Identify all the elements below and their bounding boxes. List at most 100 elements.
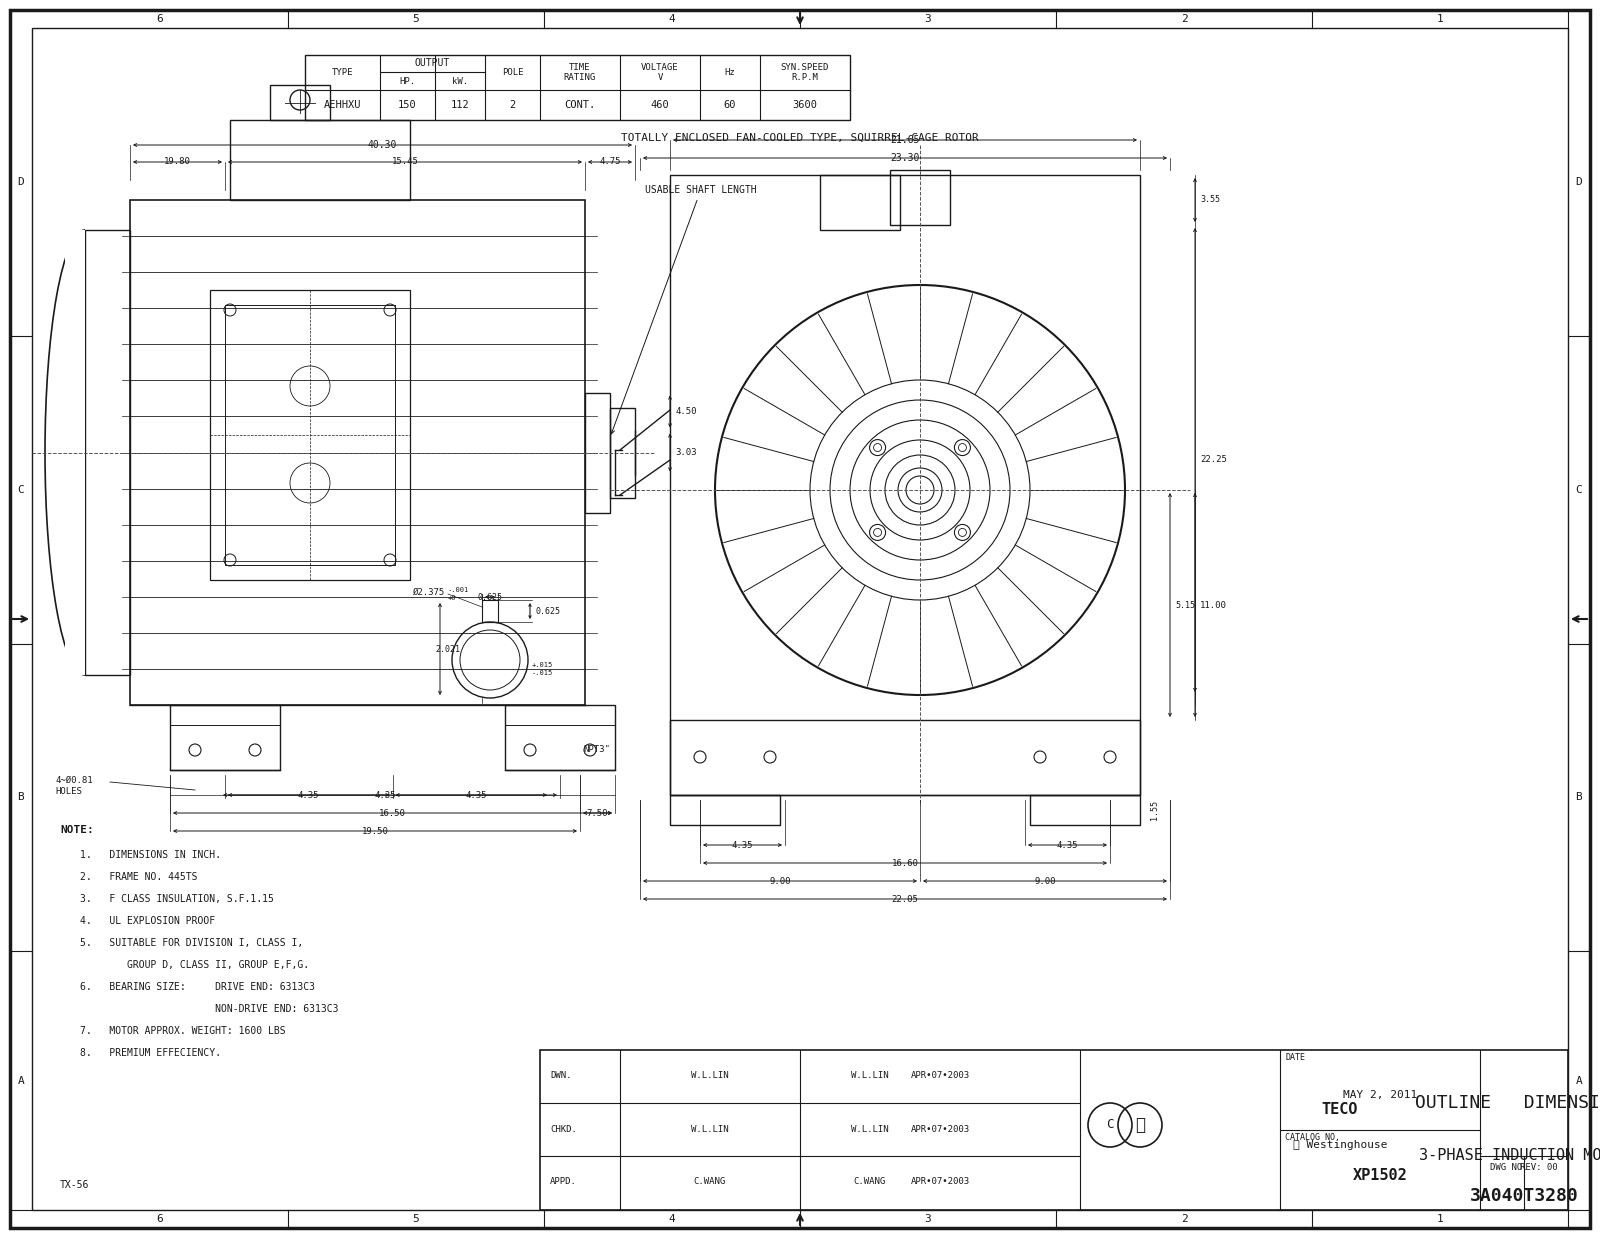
Text: APR•07•2003: APR•07•2003 — [910, 1124, 970, 1133]
Text: 3.03: 3.03 — [675, 448, 696, 456]
Text: 22.05: 22.05 — [891, 894, 918, 903]
Text: 3600: 3600 — [792, 100, 818, 110]
Text: DWN.: DWN. — [550, 1071, 571, 1080]
Text: Ø2.375: Ø2.375 — [413, 588, 445, 596]
Text: NPT3": NPT3" — [582, 746, 610, 755]
Text: 7.50: 7.50 — [587, 809, 608, 818]
Text: APPD.: APPD. — [550, 1178, 578, 1186]
Bar — [586, 392, 610, 512]
Text: 4.35: 4.35 — [466, 790, 486, 799]
Text: B: B — [1576, 793, 1582, 803]
Bar — [66, 230, 85, 675]
Text: 0.625: 0.625 — [534, 606, 560, 616]
Text: 0.625: 0.625 — [477, 593, 502, 601]
Text: DATE: DATE — [1285, 1054, 1306, 1063]
Text: 11.00: 11.00 — [1200, 600, 1227, 610]
Text: 16.60: 16.60 — [891, 858, 918, 867]
Text: 40.30: 40.30 — [368, 140, 397, 150]
Text: OUTPUT: OUTPUT — [414, 58, 450, 68]
Bar — [506, 705, 614, 769]
Text: 150: 150 — [398, 100, 418, 110]
Text: OUTLINE   DIMENSIONS: OUTLINE DIMENSIONS — [1416, 1094, 1600, 1112]
Text: POLE: POLE — [502, 68, 523, 77]
Text: 15.45: 15.45 — [392, 157, 419, 167]
Text: TECO: TECO — [1322, 1102, 1358, 1117]
Text: TYPE: TYPE — [331, 68, 354, 77]
Text: 8.   PREMIUM EFFECIENCY.: 8. PREMIUM EFFECIENCY. — [80, 1048, 221, 1058]
Bar — [640, 174, 670, 795]
Text: AEHHXU: AEHHXU — [323, 100, 362, 110]
Bar — [670, 720, 1139, 795]
Bar — [1030, 795, 1139, 825]
Text: APR•07•2003: APR•07•2003 — [910, 1071, 970, 1080]
Text: W.L.LIN: W.L.LIN — [691, 1124, 730, 1133]
Text: 2: 2 — [509, 100, 515, 110]
Text: kW.: kW. — [451, 77, 469, 85]
Text: 3: 3 — [925, 14, 931, 24]
Text: +.015: +.015 — [531, 662, 554, 668]
Text: 1: 1 — [1437, 14, 1443, 24]
Text: 21.65: 21.65 — [890, 135, 920, 145]
Text: CHKD.: CHKD. — [550, 1124, 578, 1133]
Text: 4: 4 — [669, 14, 675, 24]
Text: C.WANG: C.WANG — [854, 1178, 886, 1186]
Text: C: C — [1576, 485, 1582, 495]
Text: 4.35: 4.35 — [374, 790, 395, 799]
Text: 4.75: 4.75 — [600, 157, 621, 167]
Bar — [306, 54, 850, 120]
Text: 4.35: 4.35 — [1056, 840, 1078, 850]
Text: 22.25: 22.25 — [1200, 455, 1227, 465]
Text: DWG NO.: DWG NO. — [1490, 1164, 1528, 1173]
Text: 6.   BEARING SIZE:     DRIVE END: 6313C3: 6. BEARING SIZE: DRIVE END: 6313C3 — [80, 982, 315, 992]
Text: 3-PHASE INDUCTION MOTOR: 3-PHASE INDUCTION MOTOR — [1419, 1148, 1600, 1164]
Text: -.001: -.001 — [448, 588, 469, 593]
Text: HP.: HP. — [400, 77, 416, 85]
Text: 19.80: 19.80 — [165, 157, 190, 167]
Text: C: C — [1106, 1118, 1114, 1132]
Text: Ⓣ: Ⓣ — [1134, 1116, 1146, 1134]
Bar — [85, 230, 130, 675]
Bar — [482, 600, 498, 622]
Text: D: D — [1576, 177, 1582, 187]
Text: 3: 3 — [925, 1213, 931, 1223]
Text: 5.15: 5.15 — [1174, 600, 1195, 610]
Text: HOLES: HOLES — [54, 788, 82, 797]
Text: 4~Ø0.81: 4~Ø0.81 — [54, 776, 93, 784]
Text: 60: 60 — [723, 100, 736, 110]
Bar — [210, 289, 410, 580]
Text: TOTALLY ENCLOSED FAN-COOLED TYPE, SQUIRREL-CAGE ROTOR: TOTALLY ENCLOSED FAN-COOLED TYPE, SQUIRR… — [621, 134, 979, 143]
Text: 3.   F CLASS INSULATION, S.F.1.15: 3. F CLASS INSULATION, S.F.1.15 — [80, 894, 274, 904]
Text: 6: 6 — [157, 14, 163, 24]
Text: 19.50: 19.50 — [362, 826, 389, 835]
Text: 5.   SUITABLE FOR DIVISION I, CLASS I,: 5. SUITABLE FOR DIVISION I, CLASS I, — [80, 938, 304, 948]
Bar — [226, 306, 395, 565]
Text: 3A040T3280: 3A040T3280 — [1470, 1188, 1578, 1205]
Text: 4.35: 4.35 — [298, 790, 320, 799]
Text: B: B — [18, 793, 24, 803]
Text: XP1502: XP1502 — [1352, 1168, 1408, 1183]
Bar — [230, 120, 410, 200]
Text: -.015: -.015 — [531, 670, 554, 675]
Text: VOLTAGE
V: VOLTAGE V — [642, 63, 678, 82]
Text: 2: 2 — [1181, 14, 1187, 24]
Text: USABLE SHAFT LENGTH: USABLE SHAFT LENGTH — [611, 186, 757, 434]
Text: W.L.LIN: W.L.LIN — [851, 1071, 890, 1080]
Text: 6: 6 — [157, 1213, 163, 1223]
Text: NON-DRIVE END: 6313C3: NON-DRIVE END: 6313C3 — [80, 1004, 339, 1014]
Text: CONT.: CONT. — [565, 100, 595, 110]
Text: CATALOG NO.: CATALOG NO. — [1285, 1133, 1341, 1143]
Text: GROUP D, CLASS II, GROUP E,F,G.: GROUP D, CLASS II, GROUP E,F,G. — [80, 960, 309, 970]
Text: 4.35: 4.35 — [731, 840, 754, 850]
Text: 23.30: 23.30 — [890, 153, 920, 163]
Text: 4.50: 4.50 — [675, 407, 696, 416]
Bar — [610, 407, 635, 497]
Text: TIME
RATING: TIME RATING — [563, 63, 597, 82]
Text: 9.00: 9.00 — [770, 877, 790, 886]
Text: +0: +0 — [448, 595, 456, 601]
Text: 2.021: 2.021 — [435, 644, 461, 653]
Text: APR•07•2003: APR•07•2003 — [910, 1178, 970, 1186]
Text: C: C — [18, 485, 24, 495]
Text: 4: 4 — [669, 1213, 675, 1223]
Text: 4.   UL EXPLOSION PROOF: 4. UL EXPLOSION PROOF — [80, 917, 214, 927]
Text: 3.55: 3.55 — [1200, 195, 1221, 204]
